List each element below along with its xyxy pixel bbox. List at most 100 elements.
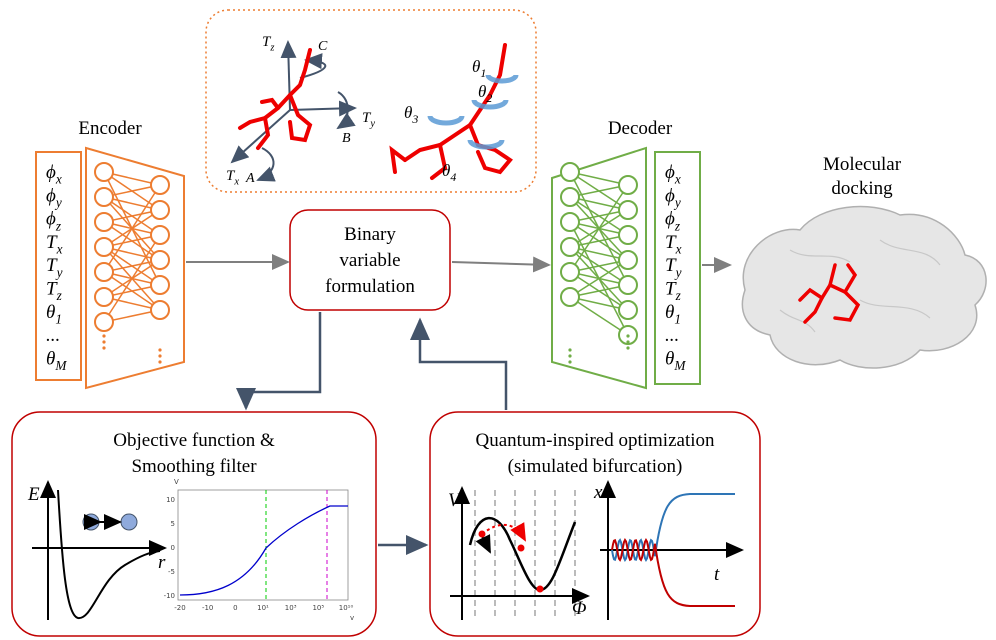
variable-subscript: y — [369, 119, 375, 130]
node — [95, 163, 113, 181]
node — [561, 263, 579, 281]
potential-y-label: V — [448, 490, 462, 511]
ligand-rigid — [240, 50, 310, 148]
variable: Tx — [226, 168, 239, 188]
ellipsis-dot — [102, 346, 105, 349]
optimization-title: (simulated bifurcation) — [508, 456, 683, 477]
variable-symbol: θ — [478, 82, 486, 101]
variable-subscript: 3 — [411, 112, 418, 126]
variable: Ty — [665, 255, 682, 280]
potential-x-label: Φ — [572, 598, 586, 619]
variable: θ1 — [46, 302, 62, 327]
diagram: Encoder Decoder Binary variable formulat… — [0, 0, 996, 640]
variable-symbol: θ — [46, 348, 55, 369]
variable: ... — [46, 325, 60, 346]
node — [561, 288, 579, 306]
ellipsis-dot — [568, 360, 571, 363]
node — [619, 201, 637, 219]
atom — [121, 514, 137, 530]
force-arrow — [482, 536, 490, 552]
decoder-title: Decoder — [608, 118, 673, 139]
y-tick-label: 10 — [166, 496, 175, 504]
x-tick-label: -10 — [202, 604, 213, 612]
variable: Tz — [665, 279, 681, 304]
x-tick-label: 10⁵ — [312, 604, 324, 612]
variable-symbol: ϕ — [665, 209, 675, 230]
variable: ... — [665, 325, 679, 346]
x-tick-label: 10¹⁰ — [339, 604, 354, 612]
variable-subscript: M — [673, 358, 686, 373]
x-tick-label: 10³ — [285, 604, 297, 612]
node — [95, 263, 113, 281]
node — [619, 226, 637, 244]
variable: Ty — [362, 110, 375, 130]
objective-title: Objective function & — [113, 430, 275, 451]
rotation-label: A — [245, 171, 255, 186]
point — [479, 531, 486, 538]
ellipsis-dot — [568, 354, 571, 357]
y-tick-label: -5 — [168, 568, 175, 576]
variable-symbol: ϕ — [665, 162, 675, 183]
node — [95, 313, 113, 331]
smoothed-curve — [180, 506, 348, 595]
x-tick-label: 10¹ — [257, 604, 269, 612]
variable-symbol: θ — [442, 161, 450, 180]
docking-title: Molecular — [823, 154, 902, 175]
variable-subscript: z — [56, 288, 62, 303]
node — [561, 188, 579, 206]
node — [151, 251, 169, 269]
ellipsis-dot — [158, 354, 161, 357]
node — [561, 238, 579, 256]
rotation-label: C — [318, 39, 328, 54]
smoothing-x-label: v — [350, 614, 354, 622]
protein-surface — [742, 207, 986, 368]
node — [619, 176, 637, 194]
variable: θ4 — [442, 161, 456, 184]
variable: θM — [46, 348, 67, 373]
node — [95, 238, 113, 256]
variable-subscript: x — [675, 242, 682, 257]
node — [619, 301, 637, 319]
node — [151, 301, 169, 319]
encoder-title: Encoder — [78, 118, 142, 139]
variable-symbol: θ — [404, 103, 412, 122]
variable-symbol: ϕ — [665, 185, 675, 206]
variable: Tx — [46, 232, 63, 257]
node — [95, 213, 113, 231]
variable-symbol: ϕ — [46, 162, 56, 183]
node — [561, 163, 579, 181]
optimization-title: Quantum-inspired optimization — [475, 430, 715, 451]
variable: Tz — [46, 279, 62, 304]
rotation-label: B — [342, 131, 351, 146]
variable-subscript: x — [56, 242, 63, 257]
variable-subscript: 2 — [486, 91, 492, 105]
double-well — [470, 518, 575, 590]
center-line: formulation — [325, 276, 415, 297]
smoothing-y-label: V — [174, 478, 179, 486]
decoder-nodes — [561, 163, 637, 364]
node — [151, 276, 169, 294]
variable: θ1 — [472, 57, 486, 80]
docking-title: docking — [831, 178, 893, 199]
variable-subscript: 4 — [450, 170, 456, 184]
trajectory-x-label: t — [714, 564, 720, 585]
variable-symbol: ... — [665, 325, 679, 346]
variable-symbol: ϕ — [46, 185, 56, 206]
ellipsis-dot — [626, 346, 629, 349]
rigid-axes — [232, 42, 355, 180]
trajectory-y-label: x — [593, 482, 603, 503]
edge — [570, 297, 628, 335]
node — [151, 201, 169, 219]
variable-symbol: ϕ — [46, 209, 56, 230]
y-tick-label: 5 — [171, 520, 175, 528]
node — [95, 188, 113, 206]
node — [151, 226, 169, 244]
ellipsis-dot — [568, 348, 571, 351]
node — [619, 276, 637, 294]
variable-symbol: θ — [665, 348, 674, 369]
variable-subscript: z — [269, 43, 274, 54]
variable: ϕy — [665, 185, 681, 210]
ellipsis-dot — [102, 340, 105, 343]
y-tick-label: 0 — [171, 544, 175, 552]
variable: ϕz — [46, 209, 61, 234]
